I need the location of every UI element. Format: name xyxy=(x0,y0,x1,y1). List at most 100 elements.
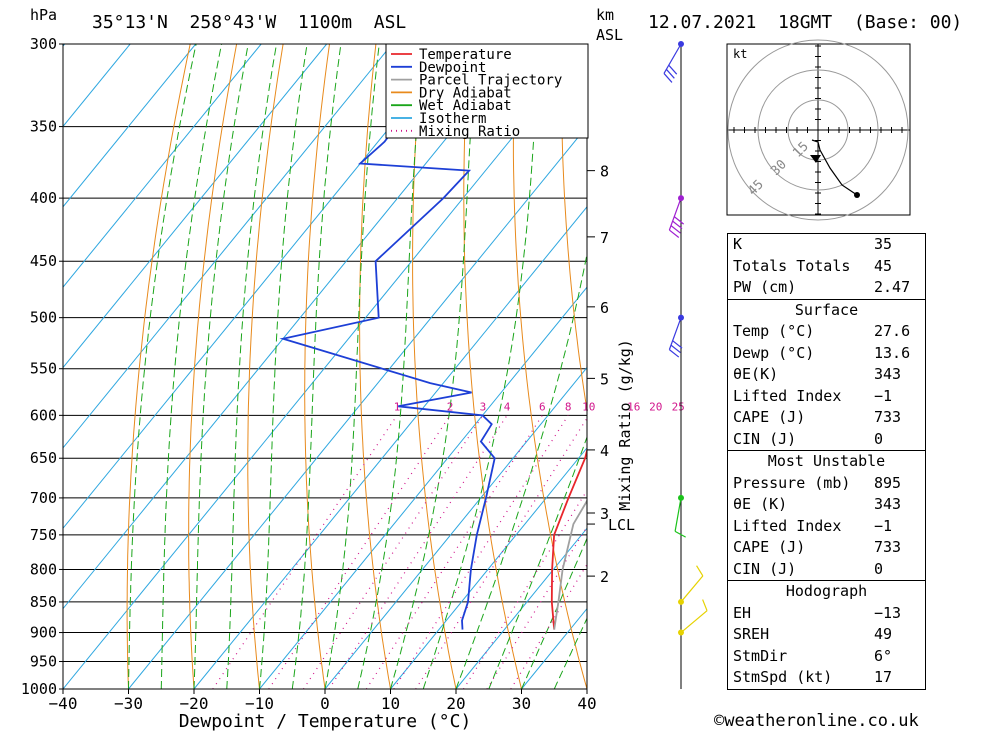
stat-label: CAPE (J) xyxy=(733,538,806,556)
mixing-ratio-label: 8 xyxy=(565,400,572,413)
section-title-most-unstable: Most Unstable xyxy=(767,452,886,470)
pressure-tick-label: 950 xyxy=(30,653,57,671)
wet-adiabat-line xyxy=(488,435,587,689)
wind-barb xyxy=(672,220,683,230)
dry-adiabat-line xyxy=(359,44,391,689)
mixing-ratio-line xyxy=(268,415,451,689)
x-tick-label: −20 xyxy=(180,694,209,713)
mixing-ratio-label: 1 xyxy=(394,400,401,413)
stat-value: 27.6 xyxy=(874,322,911,340)
mixing-ratio-line xyxy=(393,415,569,689)
wet-adiabat-line xyxy=(521,537,587,689)
stat-value: 2.47 xyxy=(874,278,911,296)
dry-adiabat-line xyxy=(188,44,238,689)
pressure-tick-label: 750 xyxy=(30,526,57,544)
stat-label: CIN (J) xyxy=(733,559,797,578)
isotherm-line xyxy=(63,44,262,288)
wind-barb xyxy=(668,64,678,75)
legend-box xyxy=(385,43,589,139)
stat-label: PW (cm) xyxy=(733,278,797,296)
wet-adiabat-line xyxy=(193,44,249,689)
stats-surface: Surface Temp (°C) 27.6 Dewp (°C) 13.6 θE(K… xyxy=(728,298,925,451)
pressure-unit-label: hPa xyxy=(30,6,58,24)
isotherm-line xyxy=(193,205,587,689)
stat-row: θE(K) 343 xyxy=(728,364,925,386)
height-tick-label: 7 xyxy=(600,229,609,247)
height-tick-label: 6 xyxy=(600,299,609,317)
stat-row-pw: PW (cm) 2.47 xyxy=(728,277,925,299)
mixing-ratio-axis-title: Mixing Ratio (g/kg) xyxy=(616,339,634,511)
stat-value: 49 xyxy=(874,625,893,643)
mixing-ratio-line xyxy=(302,415,484,689)
dry-adiabat-line xyxy=(512,44,587,689)
dry-adiabat-line xyxy=(126,44,191,689)
stat-row: Pressure (mb) 895 xyxy=(728,473,925,495)
stat-row: Lifted Index −1 xyxy=(728,516,925,538)
stat-value: 0 xyxy=(874,559,884,578)
stat-label: Lifted Index xyxy=(733,386,842,405)
height-tick-label: 3 xyxy=(600,505,609,523)
isotherm-line xyxy=(455,527,587,689)
pressure-tick-label: 650 xyxy=(30,449,57,467)
dry-adiabat-line xyxy=(463,44,522,689)
stats-hodograph: Hodograph EH −13 SREH 49 StmDir 6° StmSpd (… xyxy=(728,580,925,689)
isotherm-line xyxy=(63,44,197,208)
stat-row: StmDir 6° xyxy=(728,646,925,668)
stats-most-unstable: Most Unstable Pressure (mb) 895 θE (K) 343… xyxy=(728,450,925,580)
hodograph-ring xyxy=(787,99,849,161)
wet-adiabat-line xyxy=(160,44,223,689)
wind-barb xyxy=(670,225,681,234)
stat-label: CAPE (J) xyxy=(733,408,806,426)
x-tick-label: −40 xyxy=(49,694,78,713)
wind-barb xyxy=(670,344,681,354)
x-axis-title: Dewpoint / Temperature (°C) xyxy=(179,711,472,732)
isotherm-line xyxy=(63,44,524,610)
x-tick-label: 10 xyxy=(381,694,400,713)
stat-label: K xyxy=(733,235,743,253)
wet-adiabat-line xyxy=(128,44,197,689)
stat-label: EH xyxy=(733,603,752,622)
mixing-ratio-label: 4 xyxy=(504,400,511,413)
x-tick-label: 20 xyxy=(446,694,465,713)
wet-adiabat-line xyxy=(259,44,308,689)
stat-label: SREH xyxy=(733,625,770,643)
mixing-ratio-label: 3 xyxy=(480,400,487,413)
dry-adiabat-line xyxy=(560,44,587,414)
dry-adiabat-line xyxy=(304,44,330,689)
stat-row: Lifted Index −1 xyxy=(728,386,925,408)
wind-barb-staff xyxy=(668,197,682,231)
hodograph-ring xyxy=(727,39,909,221)
location-title: 35°13'N 258°43'W 1100m ASL xyxy=(92,12,407,33)
stat-value: −13 xyxy=(874,603,902,622)
dry-adiabat-line xyxy=(933,44,1000,689)
wind-barb xyxy=(696,565,704,577)
stat-row: CIN (J) 0 xyxy=(728,429,925,451)
stat-row: SREH 49 xyxy=(728,624,925,646)
dry-adiabat-line xyxy=(979,44,1000,689)
legend-label: Mixing Ratio xyxy=(419,124,520,140)
stat-value: 35 xyxy=(874,235,893,253)
section-title-surface: Surface xyxy=(794,300,859,319)
wind-barb-staff xyxy=(674,497,682,532)
stat-value: −1 xyxy=(874,386,893,405)
stat-row: CAPE (J) 733 xyxy=(728,537,925,559)
lcl-label: LCL xyxy=(608,516,635,534)
x-tick-label: −10 xyxy=(245,694,274,713)
stat-label: θE (K) xyxy=(733,495,788,513)
x-tick-label: 30 xyxy=(512,694,531,713)
hodograph-trace xyxy=(811,139,858,196)
stat-row: StmSpd (kt) 17 xyxy=(728,667,925,689)
isotherm-line xyxy=(63,45,587,689)
stat-label: Lifted Index xyxy=(733,516,842,535)
stat-row: CAPE (J) 733 xyxy=(728,407,925,429)
wind-barb-staff xyxy=(668,317,682,350)
wind-barb xyxy=(663,73,673,83)
stat-label: Totals Totals xyxy=(733,256,851,275)
pressure-tick-label: 600 xyxy=(30,406,57,424)
wind-barb xyxy=(665,68,675,79)
legend-label: Dewpoint xyxy=(419,60,486,76)
legend-label: Dry Adiabat xyxy=(419,85,512,101)
stat-label: StmSpd (kt) xyxy=(733,668,833,686)
hodograph-unit-label: kt xyxy=(733,47,747,61)
